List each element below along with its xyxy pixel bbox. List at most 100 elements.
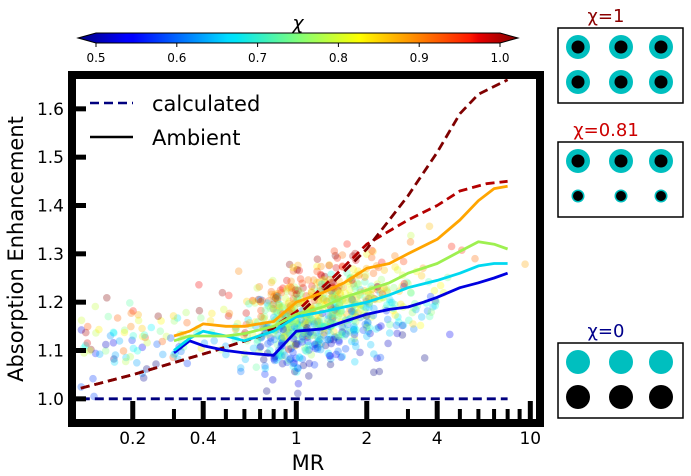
scatter-point — [266, 338, 275, 346]
scatter-point — [294, 261, 302, 270]
scatter-point — [329, 313, 337, 322]
scatter-point — [521, 260, 529, 269]
scatter-point — [279, 327, 288, 336]
scatter-point — [315, 318, 324, 327]
scatter-point — [363, 332, 371, 341]
scatter-point — [291, 323, 299, 331]
core-particle — [616, 191, 626, 201]
scatter-point — [285, 283, 293, 292]
scatter-point — [267, 287, 276, 296]
scatter-point — [383, 315, 392, 324]
scatter-point — [343, 320, 352, 329]
scatter-point — [259, 355, 268, 364]
scatter-point — [316, 270, 325, 279]
scatter-point — [283, 276, 291, 285]
scatter-point — [294, 364, 302, 373]
scatter-point — [292, 290, 301, 298]
scatter-point — [294, 379, 303, 388]
scatter-point — [447, 242, 456, 251]
y-tick-label: 1.0 — [37, 390, 64, 410]
scatter-point — [322, 297, 331, 305]
scatter-point — [91, 302, 100, 311]
scatter-point — [133, 347, 142, 355]
scatter-point — [273, 294, 282, 302]
scatter-point — [347, 337, 356, 346]
scatter-point — [195, 281, 203, 289]
scatter-point — [281, 294, 290, 303]
scatter-point — [300, 343, 309, 352]
y-tick-label: 1.3 — [37, 245, 64, 265]
scatter-point — [166, 334, 175, 342]
scatter-point — [269, 300, 278, 309]
scatter-point — [133, 359, 141, 367]
scatter-point — [142, 365, 151, 373]
scatter-point — [111, 351, 120, 359]
black-carbon-particle — [609, 385, 633, 409]
scatter-point — [349, 280, 358, 288]
scatter-point — [286, 345, 295, 353]
scatter-point — [427, 308, 436, 317]
scatter-point — [343, 240, 351, 248]
x-tick-label: 2 — [361, 429, 372, 449]
scatter-point — [296, 354, 304, 362]
scatter-point — [295, 319, 304, 327]
scatter-point — [320, 272, 329, 281]
scatter-point — [361, 293, 369, 302]
scatter-point — [350, 322, 358, 331]
scatter-point — [313, 255, 322, 263]
colorbar-tick-label: 0.7 — [248, 51, 267, 65]
scatter-point — [292, 293, 301, 302]
scatter-point — [325, 351, 334, 360]
scatter-point — [347, 307, 356, 316]
scatter-point — [350, 282, 359, 291]
scatter-point — [262, 387, 271, 395]
schematic-label: χ=1 — [588, 6, 625, 27]
scatter-point — [335, 338, 343, 346]
scatter-point — [289, 267, 298, 275]
scatter-point — [272, 292, 281, 300]
scatter-point — [394, 313, 402, 321]
scatter-point — [330, 292, 339, 301]
scatter-point — [317, 333, 325, 341]
scatter-point — [309, 331, 317, 340]
scatter-point — [154, 312, 162, 321]
scatter-point — [328, 291, 337, 300]
scatter-point — [333, 254, 342, 262]
scatter-point — [266, 346, 274, 355]
x-tick-label: 0.4 — [190, 429, 217, 449]
scatter-point — [416, 321, 425, 330]
scatter-point — [351, 285, 360, 293]
black-carbon-particle — [566, 385, 590, 409]
scatter-point — [303, 337, 312, 346]
scatter-point — [393, 329, 402, 338]
scatter-point — [126, 299, 134, 307]
scatter-point — [348, 295, 357, 304]
scatter-point — [291, 291, 300, 300]
scatter-point — [291, 338, 299, 347]
scatter-point — [325, 261, 334, 269]
scatter-point — [258, 313, 267, 322]
scatter-point — [307, 351, 316, 359]
scatter-point — [366, 329, 374, 338]
scatter-point — [391, 252, 399, 260]
scatter-point — [291, 286, 299, 295]
scatter-point — [272, 307, 281, 315]
scatter-point — [338, 313, 347, 321]
scatter-point — [446, 330, 454, 339]
scatter-point — [263, 299, 271, 307]
scatter-point — [252, 363, 261, 372]
scatter-point — [370, 368, 378, 377]
scatter-point — [170, 317, 179, 325]
x-axis: 0.2 0.4 1 2 4 10 — [119, 401, 541, 449]
colorbar: χ 0.5 0.6 0.7 0.8 0.9 1.0 — [76, 12, 520, 65]
scatter-point — [283, 329, 291, 337]
scatter-point — [309, 342, 317, 350]
scatter-point — [328, 311, 337, 319]
scatter-point — [208, 309, 216, 318]
black-carbon-particle — [649, 385, 673, 409]
scatter-point — [134, 311, 142, 319]
scatter-point — [294, 340, 302, 348]
scatter-point — [119, 347, 128, 355]
scatter-point — [392, 321, 401, 330]
scatter-point — [110, 358, 119, 366]
